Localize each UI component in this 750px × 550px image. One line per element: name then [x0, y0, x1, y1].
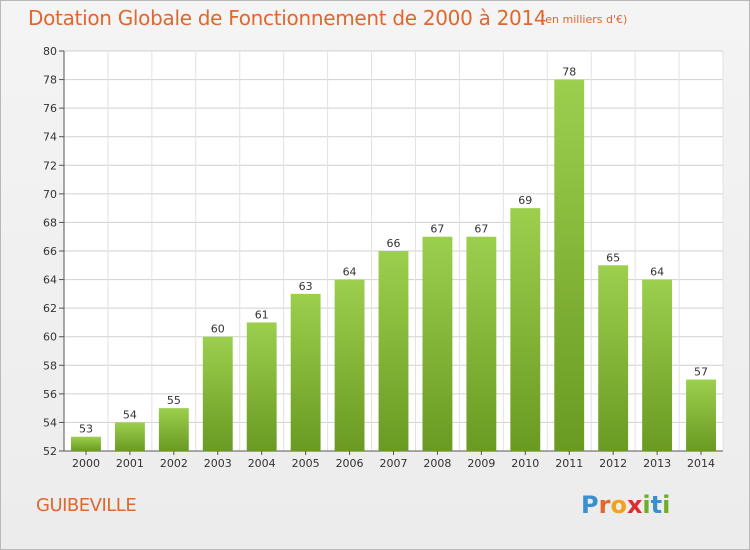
x-tick-label: 2007 — [380, 457, 408, 470]
chart-subtitle: (en milliers d'€) — [541, 13, 628, 26]
y-tick-label: 56 — [43, 388, 57, 401]
data-label: 65 — [606, 251, 620, 264]
commune-name: GUIBEVILLE — [36, 495, 137, 516]
x-tick-label: 2004 — [248, 457, 276, 470]
bar — [686, 379, 716, 451]
data-label: 78 — [562, 66, 576, 79]
bar — [422, 236, 453, 451]
bar — [378, 251, 409, 451]
bar-chart: 52 54 56 58 60 62 64 66 68 70 72 74 76 78 80 53 2000 54 20… — [43, 45, 724, 470]
data-label: 57 — [694, 366, 708, 379]
x-tick-label: 2006 — [336, 457, 364, 470]
logo-letter: i — [642, 491, 651, 519]
bar — [71, 436, 101, 451]
y-tick-label: 64 — [43, 274, 57, 287]
logo-letter: P — [581, 491, 599, 519]
x-tick-label: 2014 — [687, 457, 715, 470]
bar — [334, 279, 365, 451]
data-label: 69 — [518, 194, 532, 207]
bar — [466, 236, 497, 451]
x-tick-label: 2011 — [555, 457, 583, 470]
y-tick-label: 68 — [43, 216, 57, 229]
data-label: 60 — [211, 323, 225, 336]
x-tick-label: 2000 — [72, 457, 100, 470]
x-tick-label: 2013 — [643, 457, 671, 470]
logo-letter: t — [650, 491, 663, 519]
logo-letter: r — [598, 491, 611, 519]
data-label: 64 — [343, 266, 357, 279]
bar — [114, 422, 145, 451]
y-tick-label: 80 — [43, 45, 57, 58]
bar — [554, 79, 585, 452]
bar — [642, 279, 673, 451]
x-tick-label: 2001 — [116, 457, 144, 470]
y-tick-label: 52 — [43, 445, 57, 458]
y-tick-label: 54 — [43, 416, 57, 429]
x-tick-label: 2009 — [467, 457, 495, 470]
bar — [290, 293, 321, 451]
y-tick-label: 76 — [43, 102, 57, 115]
bar — [158, 408, 189, 451]
x-tick-label: 2008 — [423, 457, 451, 470]
data-label: 63 — [299, 280, 313, 293]
data-label: 55 — [167, 394, 181, 407]
chart-title: Dotation Globale de Fonctionnement de 20… — [28, 6, 547, 30]
data-label: 66 — [387, 237, 401, 250]
data-label: 61 — [255, 308, 269, 321]
y-tick-label: 62 — [43, 302, 57, 315]
y-tick-label: 74 — [43, 131, 57, 144]
x-tick-label: 2003 — [204, 457, 232, 470]
x-tick-label: 2012 — [599, 457, 627, 470]
logo-letter: i — [662, 491, 671, 519]
data-label: 67 — [430, 223, 444, 236]
data-label: 64 — [650, 266, 664, 279]
bar — [598, 265, 629, 451]
y-tick-label: 72 — [43, 159, 57, 172]
logo-letter: x — [626, 491, 643, 519]
y-tick-label: 70 — [43, 188, 57, 201]
data-label: 54 — [123, 408, 137, 421]
logo-letter: o — [610, 491, 627, 519]
x-tick-label: 2010 — [511, 457, 539, 470]
x-tick-label: 2005 — [292, 457, 320, 470]
proxiti-logo: Proxiti — [581, 491, 670, 519]
y-tick-label: 66 — [43, 245, 57, 258]
y-tick-label: 60 — [43, 331, 57, 344]
y-tick-label: 78 — [43, 74, 57, 87]
x-tick-label: 2002 — [160, 457, 188, 470]
data-label: 67 — [474, 223, 488, 236]
y-tick-label: 58 — [43, 359, 57, 372]
bar — [202, 336, 233, 451]
bar — [246, 322, 277, 451]
data-label: 53 — [79, 423, 93, 436]
bar — [510, 208, 541, 451]
